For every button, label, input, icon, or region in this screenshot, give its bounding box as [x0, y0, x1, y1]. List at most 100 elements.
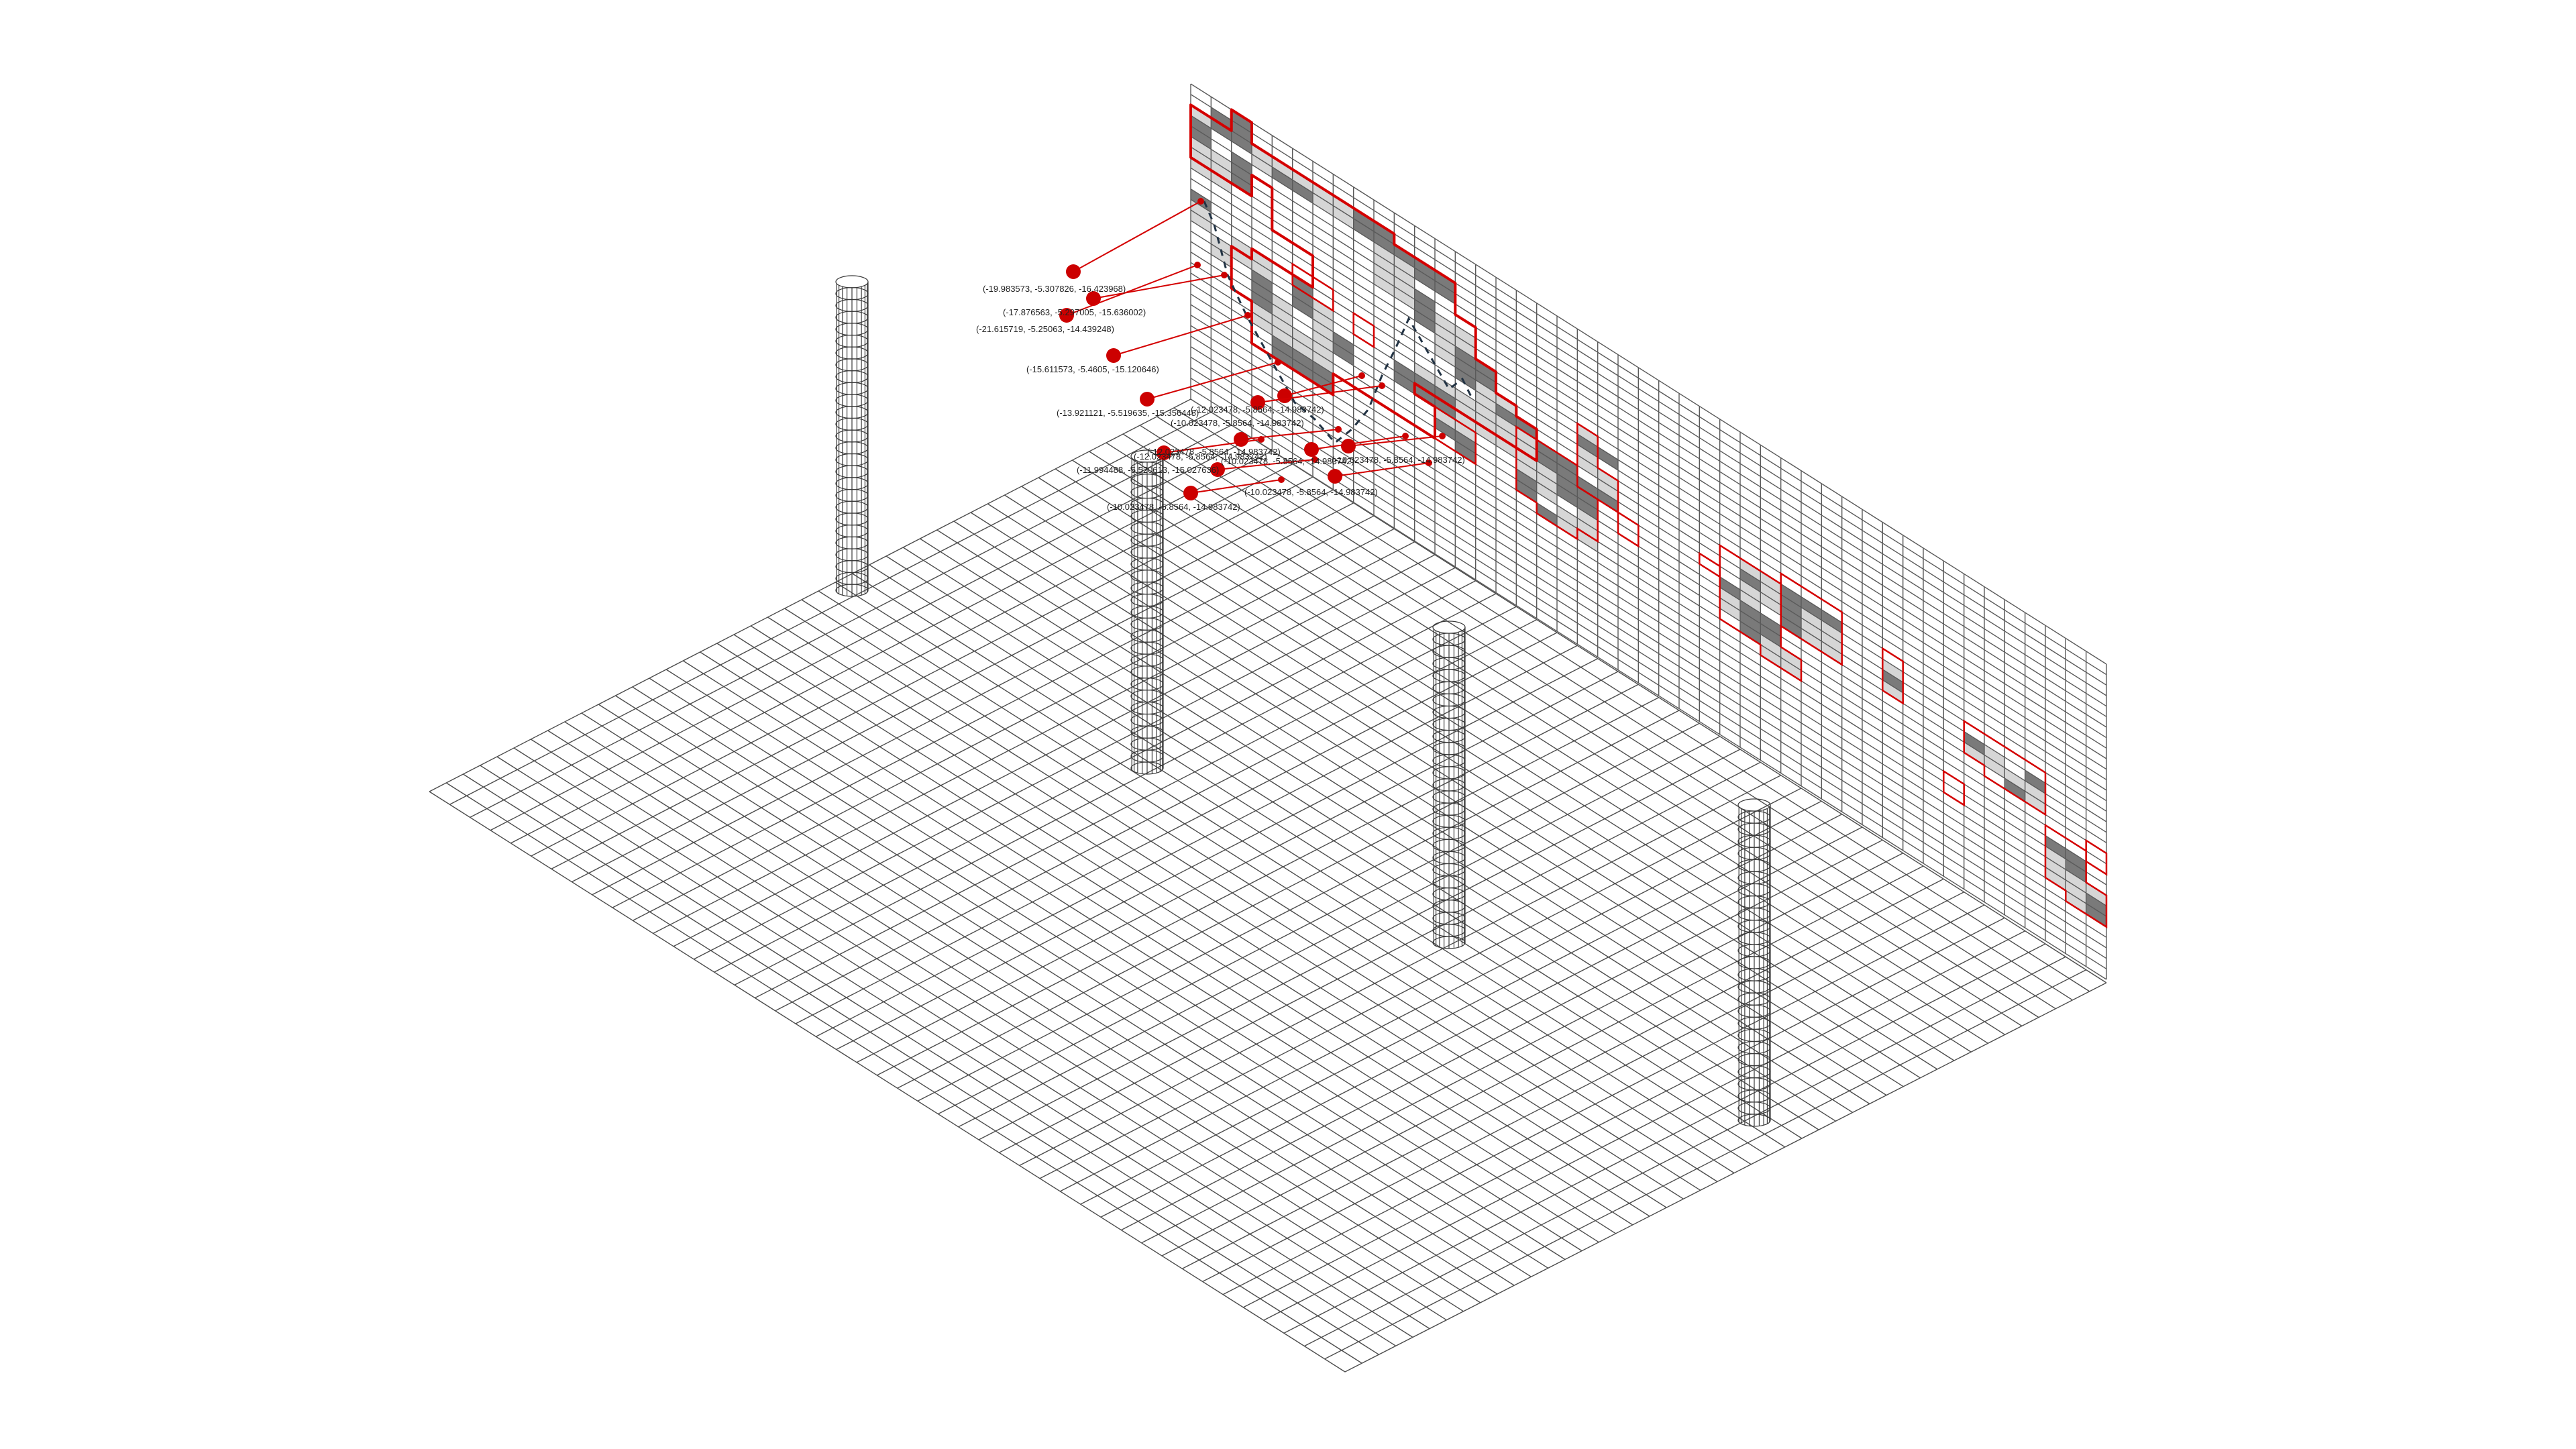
coordinate-marker: [1250, 395, 1265, 410]
wall-cell-dark: [1455, 345, 1476, 370]
wall-cell-light: [1475, 390, 1496, 414]
red-outline: [1617, 511, 1640, 548]
coordinate-marker: [1183, 486, 1198, 500]
wall-cell-dark: [1801, 596, 1822, 621]
wall-cell-light: [1577, 507, 1598, 531]
coordinate-marker: [1328, 469, 1342, 484]
wall-cell-dark: [1496, 403, 1517, 427]
floor-grid-lines: [429, 398, 2107, 1373]
coordinate-marker: [1157, 445, 1171, 460]
path-point: [1311, 456, 1318, 463]
wall-cell-light: [1801, 628, 1822, 652]
wall-cell-light: [1313, 329, 1334, 353]
wall-cell-dark: [1455, 430, 1476, 454]
path-point: [1275, 359, 1281, 366]
wall-cell-light: [1252, 311, 1273, 335]
path-point: [1335, 426, 1342, 433]
wall-cell-light: [1496, 435, 1517, 459]
wall-cell-dark: [1577, 433, 1598, 458]
wall-cell-dark: [1719, 576, 1740, 600]
leader-line: [1348, 435, 1443, 447]
wall-cell-dark: [1211, 107, 1232, 131]
wall-cell-dark: [1414, 299, 1435, 323]
wall-cell-light: [1394, 265, 1415, 289]
wall-cell-light: [1435, 343, 1456, 368]
path-point: [1221, 272, 1228, 278]
wall-cell-light: [1760, 592, 1781, 616]
wall-cell-dark: [1516, 479, 1537, 503]
wall-cell-light: [1292, 337, 1313, 361]
wall-cell-dark: [1577, 486, 1598, 511]
wall-cell-light: [1475, 422, 1496, 445]
wall-cell-light: [2025, 791, 2045, 815]
coordinate-label: (-12.023478, -5.8564, -14.983742): [1134, 451, 1267, 462]
wall-cell-light: [1801, 607, 1822, 631]
wall-cell-dark: [1780, 604, 1801, 629]
wall-cell-light: [1435, 333, 1456, 357]
wall-cell-light: [1740, 558, 1761, 582]
wall-cell-dark: [1252, 290, 1273, 315]
path-point: [1244, 312, 1251, 319]
wall-cell-dark: [1292, 274, 1313, 298]
leader-line: [1113, 315, 1248, 356]
wall-cell-dark: [1821, 609, 1842, 633]
wall-cell-light: [1455, 409, 1476, 433]
column-ring: [1432, 621, 1466, 634]
wall-cell-light: [1231, 235, 1252, 260]
wall-cell-light: [1821, 641, 1842, 665]
wall-cell-light: [1760, 634, 1781, 658]
wall-cell-light: [1719, 598, 1740, 621]
wall-cell-light: [1516, 447, 1537, 472]
wall-cell-light: [1313, 182, 1334, 206]
wall-cell-dark: [1394, 244, 1415, 268]
red-outline: [1352, 311, 1375, 349]
wall-cell-dark: [1536, 439, 1557, 464]
wall-cell-light: [1191, 136, 1212, 160]
wall-cell-light: [1536, 482, 1557, 505]
wall-cell-light: [1313, 319, 1334, 343]
wall-cell-dark: [1191, 115, 1212, 139]
leader-line: [1093, 274, 1225, 299]
wall-cell-dark: [1597, 447, 1618, 470]
wall-cell-dark: [1231, 162, 1252, 186]
wall-cell-light: [1455, 388, 1476, 412]
coordinate-label: (-10.023478, -5.8564, -14.983742): [1171, 418, 1304, 428]
coordinate-label: (-19.983573, -5.307826, -16.423968): [983, 284, 1126, 294]
cylinder-columns: [835, 275, 1771, 1127]
wall-cell-light: [1780, 647, 1801, 671]
leader-line: [1190, 479, 1282, 494]
wall-cell-light: [1292, 327, 1313, 351]
wall-cell-light: [1496, 414, 1517, 437]
wall-cell-dark: [1780, 584, 1801, 608]
wall-cell-dark: [1964, 731, 1984, 755]
leader-line: [1146, 362, 1279, 400]
wall-cell-light: [1394, 286, 1415, 310]
wall-cell-light: [1496, 424, 1517, 448]
coordinate-label: (-21.615719, -5.25063, -14.439248): [976, 324, 1114, 334]
path-point: [1426, 460, 1432, 466]
path-point: [1358, 372, 1365, 379]
wall-cell-light: [1211, 233, 1232, 257]
floor-grid: [429, 398, 2107, 1373]
wall-cell-light: [1191, 105, 1212, 129]
wall-cell-dark: [1252, 280, 1273, 304]
wall-cell-light: [1536, 471, 1557, 495]
wall-cell-dark: [1211, 117, 1232, 142]
wall-cell-dark: [2025, 770, 2045, 794]
wall-cell-light: [1964, 742, 1984, 765]
wall-cell-dark: [1333, 342, 1354, 366]
wall-cell-dark: [1353, 218, 1374, 242]
wall-cell-light: [1414, 362, 1435, 386]
wall-cell-dark: [1394, 370, 1415, 394]
wall-cell-light: [1801, 618, 1822, 641]
coordinate-marker: [1304, 442, 1319, 457]
wall-cell-dark: [1740, 568, 1761, 592]
leader-line: [1073, 201, 1201, 272]
wall-cell-dark: [1760, 623, 1781, 647]
wall-cell-light: [1557, 515, 1578, 539]
wall-cell-dark: [1780, 615, 1801, 639]
wall-cell-light: [1516, 427, 1537, 451]
wall-cell-dark: [1455, 367, 1476, 391]
coordinate-labels: (-19.983573, -5.307826, -16.423968) (-17.…: [976, 284, 1465, 512]
wall-cell-light: [1455, 335, 1476, 360]
